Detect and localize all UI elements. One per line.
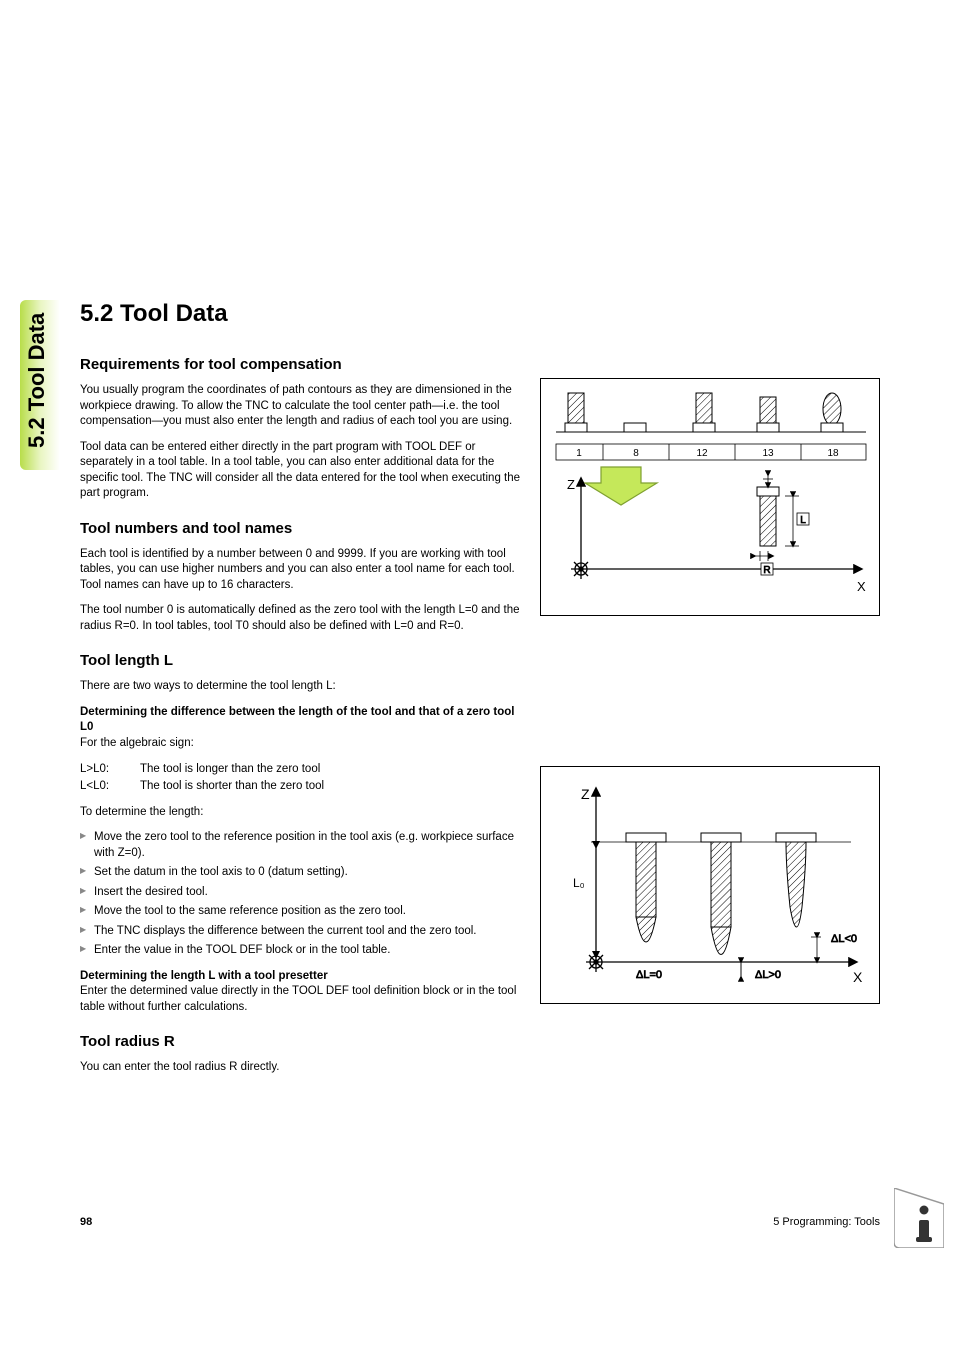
- list-item: Move the tool to the same reference posi…: [80, 904, 520, 920]
- def-val: The tool is shorter than the zero tool: [140, 778, 324, 795]
- label-dl-gt: ΔL>0: [755, 969, 781, 981]
- section-title-requirements: Requirements for tool compensation: [80, 356, 520, 373]
- label-R: R: [763, 565, 770, 576]
- label-L0: L₀: [573, 876, 585, 890]
- list-item: Insert the desired tool.: [80, 885, 520, 901]
- section-title-length: Tool length L: [80, 652, 520, 669]
- axis-x-label: X: [853, 969, 863, 985]
- list-item: Enter the value in the TOOL DEF block or…: [80, 943, 520, 959]
- subheading: Determining the length L with a tool pre…: [80, 969, 520, 985]
- info-icon: [894, 1188, 944, 1248]
- tool-num: 13: [762, 448, 774, 459]
- paragraph: There are two ways to determine the tool…: [80, 679, 520, 695]
- main-content: 5.2 Tool Data Requirements for tool comp…: [80, 300, 520, 1086]
- tool-num: 12: [696, 448, 708, 459]
- def-val: The tool is longer than the zero tool: [140, 761, 320, 778]
- list-item: Set the datum in the tool axis to 0 (dat…: [80, 865, 520, 881]
- paragraph: To determine the length:: [80, 805, 520, 821]
- section-title-toolnumbers: Tool numbers and tool names: [80, 520, 520, 537]
- sidebar-section-label: 5.2 Tool Data: [24, 313, 50, 448]
- figure-tool-rack: 1 8 12 13 18 Z X L: [540, 378, 880, 616]
- paragraph: Tool data can be entered either directly…: [80, 440, 520, 502]
- paragraph: Enter the determined value directly in t…: [80, 984, 520, 1015]
- paragraph: Each tool is identified by a number betw…: [80, 547, 520, 594]
- list-item: Move the zero tool to the reference posi…: [80, 830, 520, 861]
- paragraph: You can enter the tool radius R directly…: [80, 1060, 520, 1076]
- step-list: Move the zero tool to the reference posi…: [80, 830, 520, 959]
- list-item: The TNC displays the difference between …: [80, 924, 520, 940]
- axis-z-label: Z: [581, 786, 590, 802]
- label-dl-lt: ΔL<0: [831, 933, 857, 945]
- tool-num: 8: [633, 448, 639, 459]
- page-number: 98: [80, 1216, 92, 1228]
- axis-x-label: X: [857, 579, 866, 594]
- definition-list: L>L0:The tool is longer than the zero to…: [80, 761, 520, 794]
- section-title-radius: Tool radius R: [80, 1033, 520, 1050]
- tool-num: 18: [827, 448, 839, 459]
- axis-z-label: Z: [567, 477, 575, 492]
- label-dl-eq: ΔL=0: [636, 969, 662, 981]
- def-key: L>L0:: [80, 761, 140, 778]
- selection-arrow: [585, 467, 657, 505]
- label-L: L: [800, 515, 806, 526]
- def-key: L<L0:: [80, 778, 140, 795]
- tool-num: 1: [576, 448, 582, 459]
- paragraph: For the algebraic sign:: [80, 736, 520, 752]
- subheading: Determining the difference between the l…: [80, 705, 520, 736]
- breadcrumb: 5 Programming: Tools: [773, 1216, 880, 1228]
- paragraph: You usually program the coordinates of p…: [80, 383, 520, 430]
- chapter-title: 5.2 Tool Data: [80, 300, 520, 328]
- paragraph: The tool number 0 is automatically defin…: [80, 603, 520, 634]
- figure-tool-length: Z X L₀ ΔL=0 ΔL>0: [540, 766, 880, 1004]
